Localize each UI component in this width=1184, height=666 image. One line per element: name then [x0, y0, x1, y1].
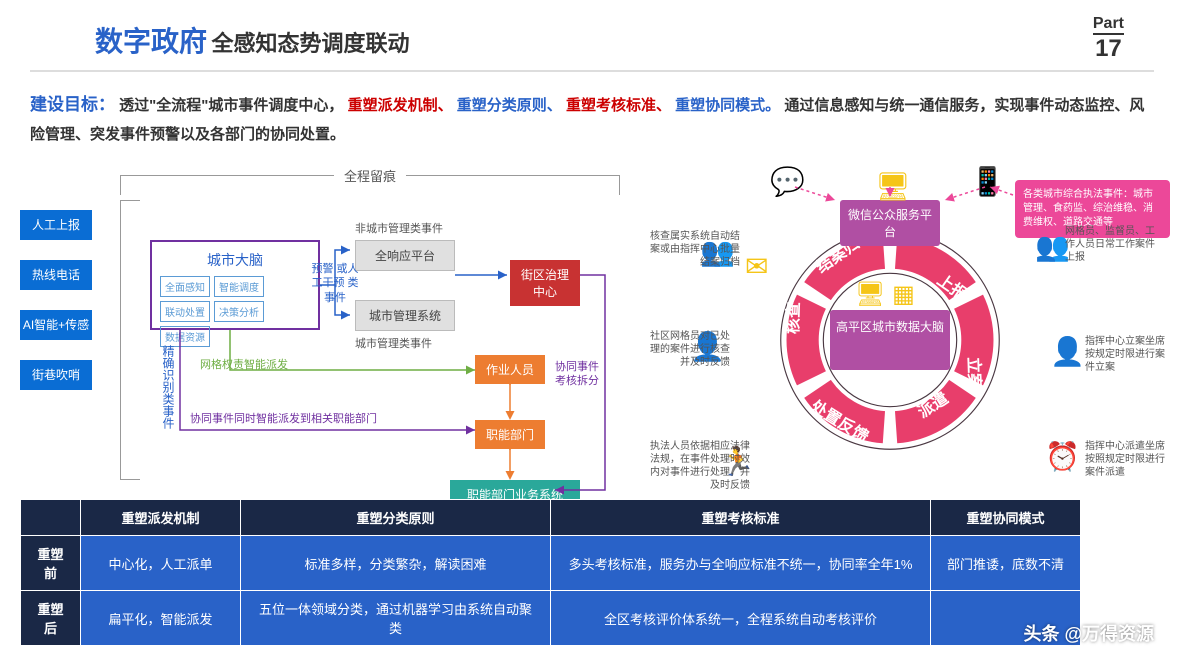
response-platform: 全响应平台	[355, 240, 455, 271]
input-street: 街巷吹哨	[20, 360, 92, 390]
arrow-blue-branch	[320, 270, 360, 320]
input-column: 人工上报 热线电话 AI智能+传感 街巷吹哨	[20, 210, 92, 410]
note-n1: 核查属实系统自动结案或由指挥中心批量结案归档	[645, 230, 740, 269]
arrow-udlr2	[505, 445, 515, 480]
arrow-purple	[180, 330, 490, 440]
brain-tag: 决策分析	[214, 301, 264, 322]
watermark: 头条 @万得资源	[1023, 620, 1154, 646]
note-n6: 执法人员依据相应法律法规，在事件处理时效内对事件进行处理，并及时反馈	[645, 440, 750, 492]
center-icons: 🖥 ▦	[855, 280, 915, 309]
city-mgmt-system: 城市管理系统	[355, 300, 455, 331]
district-center: 街区治理中心	[510, 260, 580, 306]
clock-icon: ⏰	[1045, 440, 1080, 473]
table-row: 重塑前 中心化，人工派单 标准多样，分类繁杂，解读困难 多头考核标准，服务办与全…	[21, 536, 1081, 591]
arrow-to-district	[455, 270, 515, 280]
table-row: 重塑后 扁平化，智能派发 五位一体领域分类，通过机器学习由系统自动聚类 全区考核…	[21, 591, 1081, 646]
input-manual: 人工上报	[20, 210, 92, 240]
note-n4: 社区网格员对已处理的案件进行核查并及时反馈	[650, 330, 730, 369]
headset-icon: 👤	[1050, 335, 1085, 368]
city-brain-box: 城市大脑 全面感知 智能调度 联动处置 决策分析 数据资源	[150, 240, 320, 330]
title-sub: 全感知态势调度联动	[211, 31, 409, 56]
brain-tag: 智能调度	[214, 276, 264, 297]
header-divider	[30, 70, 1154, 72]
table-header-row: 重塑派发机制 重塑分类原则 重塑考核标准 重塑协同模式	[21, 500, 1081, 536]
comparison-table: 重塑派发机制 重塑分类原则 重塑考核标准 重塑协同模式 重塑前 中心化，人工派单…	[20, 499, 1081, 646]
title-main: 数字政府	[95, 26, 207, 57]
center-label: 高平区城市数据大脑	[830, 310, 950, 370]
note-n5: 指挥中心派遣坐席按照规定时限进行案件派遣	[1085, 440, 1170, 479]
svg-text:立案: 立案	[964, 357, 984, 391]
mail-icon: ✉	[745, 250, 768, 283]
dotted-arrows	[765, 175, 1025, 215]
vtext-classify: 精确识别类事件	[160, 345, 177, 429]
svg-text:核查: 核查	[783, 301, 803, 335]
note-n2: 网格员、监督员、工作人员日常工作案件上报	[1065, 225, 1160, 264]
label-noncity: 非城市管理类事件	[355, 220, 443, 236]
flow-diagram: 全程留痕 人工上报 热线电话 AI智能+传感 街巷吹哨 城市大脑 全面感知 智能…	[20, 170, 620, 500]
cycle-diagram: 上报 立案 派遣 处置反馈 核查 结案归档 🖥 ▦ 高平区城市数据大脑 微信公众…	[650, 165, 1170, 505]
input-ai: AI智能+传感	[20, 310, 92, 340]
process-ring: 上报 立案 派遣 处置反馈 核查 结案归档 🖥 ▦ 高平区城市数据大脑	[775, 225, 1005, 455]
arrow-purple-right	[580, 275, 620, 500]
arrow-udlr1	[505, 380, 515, 420]
page-header: 数字政府 全感知态势调度联动 Part 17	[95, 20, 1124, 60]
goal-text: 建设目标： 透过"全流程"城市事件调度中心， 重塑派发机制、 重塑分类原则、 重…	[30, 90, 1154, 148]
brain-tag: 全面感知	[160, 276, 210, 297]
bracket-top: 全程留痕	[120, 175, 620, 195]
note-n3: 指挥中心立案坐席按规定时限进行案件立案	[1085, 335, 1170, 374]
brain-tag: 联动处置	[160, 301, 210, 322]
input-hotline: 热线电话	[20, 260, 92, 290]
bracket-left	[120, 200, 140, 480]
part-badge: Part 17	[1093, 15, 1124, 63]
